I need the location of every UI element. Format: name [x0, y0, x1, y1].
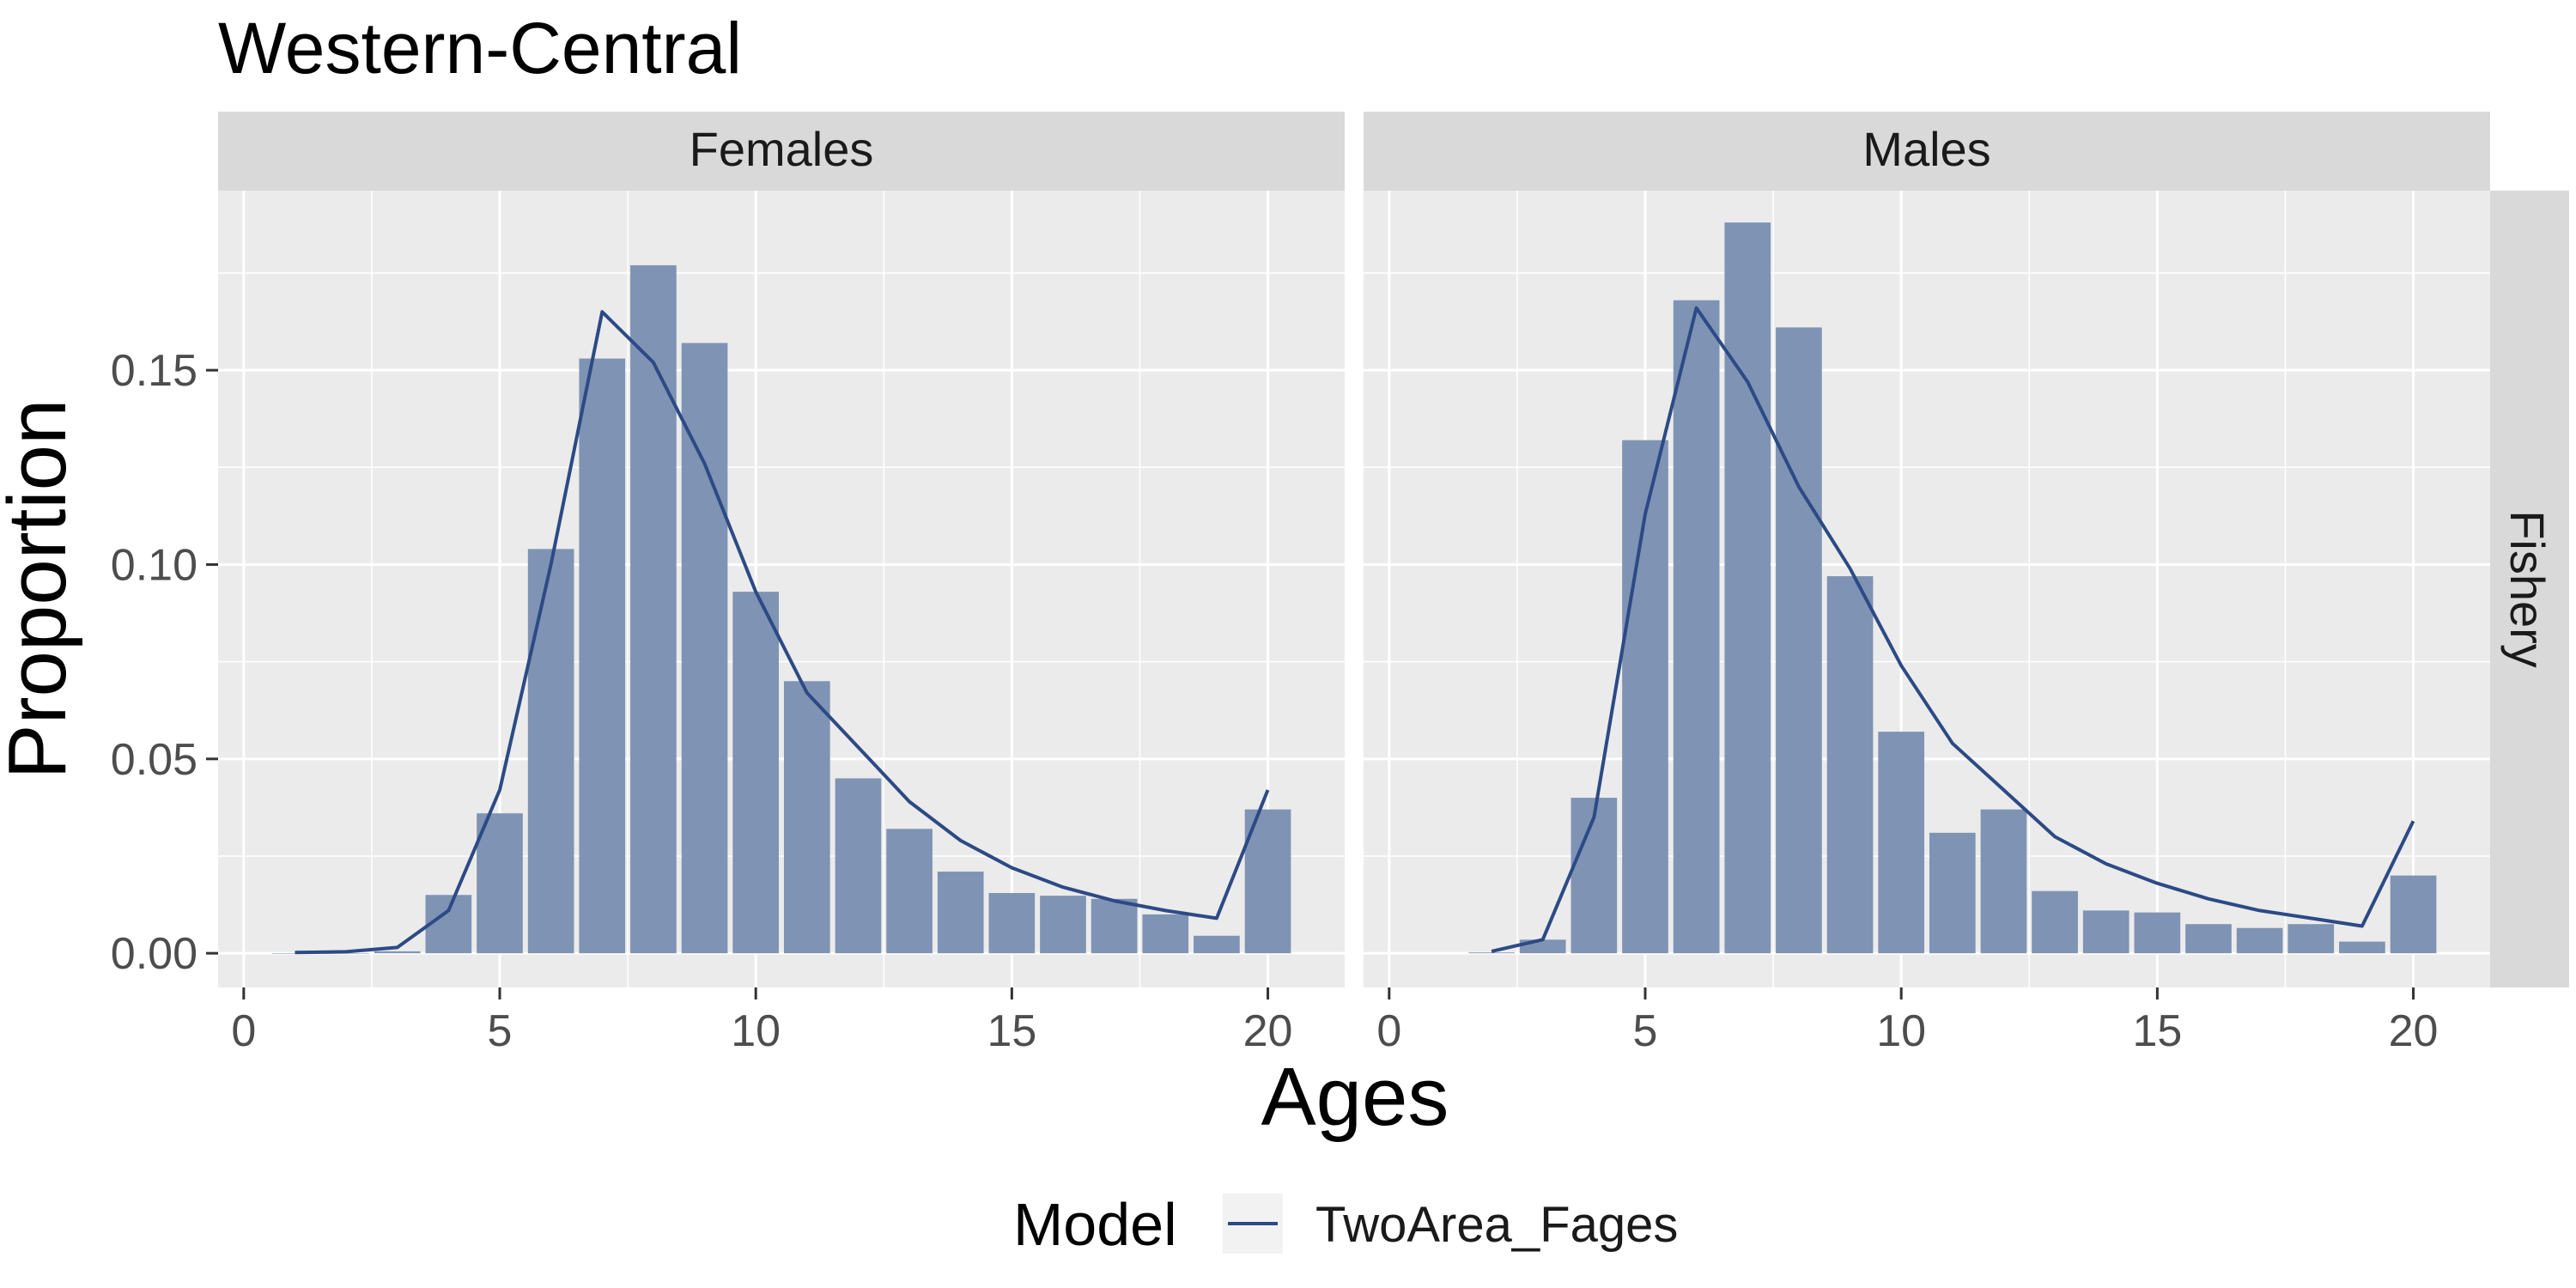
strip-males [1364, 112, 2490, 191]
x-tick-label: 5 [488, 1006, 513, 1056]
panel-background-males [1364, 191, 2490, 987]
bar-age-6 [1673, 300, 1720, 954]
bar-age-13 [2032, 890, 2078, 954]
bar-age-8 [1776, 327, 1822, 954]
panel-background-females [218, 191, 1345, 987]
bar-age-16 [2185, 924, 2232, 954]
bar-age-19 [2339, 941, 2385, 954]
y-tick-label: 0.05 [111, 735, 197, 785]
model-line-males [1491, 306, 2415, 953]
bar-age-17 [1091, 898, 1138, 954]
x-axis-females: 0 5 10 15 20 [231, 987, 1292, 1056]
bar-age-4 [1571, 798, 1618, 954]
strip-label-males: Males [1862, 122, 1990, 176]
bar-age-13 [886, 829, 933, 954]
x-tick-label: 15 [987, 1006, 1036, 1056]
bar-age-18 [2287, 924, 2335, 954]
legend: Model TwoArea_Fages [1013, 1191, 1678, 1258]
bar-age-5 [1622, 440, 1668, 954]
bar-age-4 [425, 895, 472, 954]
model-line-females [295, 310, 1270, 955]
bar-age-6 [527, 549, 574, 954]
bar-age-20 [2390, 875, 2437, 954]
bar-age-12 [835, 778, 882, 954]
facet-row-label: Fishery [2500, 510, 2555, 668]
bar-age-2 [1468, 952, 1515, 954]
y-axis-title: Proportion [0, 399, 83, 780]
bar-age-3 [374, 951, 421, 954]
bar-age-5 [477, 813, 523, 954]
series-line-TwoArea_Fages [295, 310, 1270, 955]
bars-females [271, 264, 1291, 954]
chart-title: Western-Central [218, 8, 742, 88]
y-tick-label: 0.00 [111, 929, 197, 979]
bar-age-14 [937, 872, 984, 954]
bar-age-15 [988, 892, 1036, 954]
y-axis: 0.00 0.05 0.10 0.15 [111, 346, 218, 979]
bar-age-10 [732, 592, 780, 954]
x-tick-label: 0 [231, 1006, 256, 1056]
bar-age-12 [1980, 809, 2027, 954]
legend-title: Model [1013, 1191, 1177, 1258]
bar-age-14 [2082, 910, 2129, 954]
x-tick-label: 5 [1633, 1006, 1658, 1056]
panel-females: Females 0 5 10 15 20 0.00 0.05 0.10 0.15 [111, 112, 1345, 1056]
bars-males [1468, 222, 2437, 954]
bar-age-9 [681, 343, 728, 954]
x-tick-label: 10 [1876, 1006, 1926, 1056]
x-tick-label: 0 [1376, 1006, 1401, 1056]
x-axis-title: Ages [1261, 1051, 1449, 1143]
x-tick-label: 20 [1243, 1006, 1293, 1056]
bar-age-17 [2236, 927, 2283, 954]
bar-age-18 [1142, 914, 1189, 954]
bar-age-2 [323, 953, 369, 954]
x-tick-label: 10 [731, 1006, 781, 1056]
bar-age-11 [1929, 832, 1976, 954]
bar-age-7 [1724, 222, 1771, 954]
bar-age-20 [1244, 809, 1291, 954]
x-tick-label: 15 [2132, 1006, 2182, 1056]
bar-age-11 [783, 681, 830, 954]
x-tick-label: 20 [2389, 1006, 2439, 1056]
x-axis-males: 0 5 10 15 20 [1376, 987, 2438, 1056]
bar-age-8 [630, 264, 677, 954]
strip-females [218, 112, 1345, 191]
bar-age-7 [579, 358, 626, 954]
legend-entry-label: TwoArea_Fages [1315, 1197, 1678, 1253]
bar-age-9 [1826, 576, 1874, 954]
y-tick-label: 0.15 [111, 346, 197, 396]
bar-age-15 [2134, 912, 2181, 954]
bar-age-19 [1194, 935, 1240, 954]
bar-age-16 [1040, 896, 1086, 954]
y-tick-label: 0.10 [111, 540, 197, 590]
bar-age-10 [1878, 732, 1925, 954]
strip-label-females: Females [690, 122, 874, 176]
facet-row-strip [2490, 191, 2569, 987]
bar-age-1 [271, 953, 319, 954]
panel-males: Males 0 5 10 15 20 [1364, 112, 2490, 1056]
series-line-TwoArea_Fages [1491, 306, 2415, 953]
